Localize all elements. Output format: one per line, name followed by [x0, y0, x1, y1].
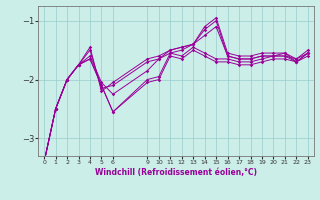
X-axis label: Windchill (Refroidissement éolien,°C): Windchill (Refroidissement éolien,°C): [95, 168, 257, 177]
